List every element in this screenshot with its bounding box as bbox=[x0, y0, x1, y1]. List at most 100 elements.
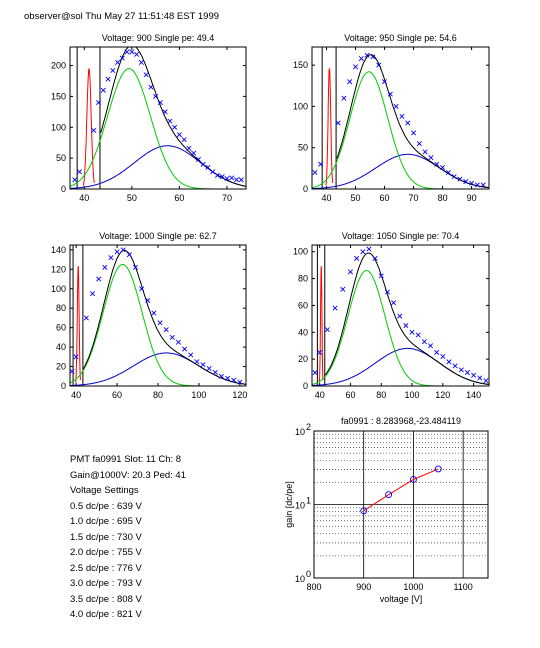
x-tick-label: 50 bbox=[127, 193, 137, 203]
y-tick-label: 80 bbox=[56, 303, 66, 313]
chart-title: Voltage: 900 Single pe: 49.4 bbox=[102, 33, 215, 43]
data-point bbox=[317, 349, 323, 355]
data-point bbox=[194, 359, 200, 365]
data-point bbox=[354, 255, 360, 261]
data-point bbox=[370, 54, 376, 60]
data-point bbox=[405, 120, 411, 126]
x-tick-label: 80 bbox=[376, 390, 386, 400]
data-point bbox=[415, 332, 421, 338]
data-point bbox=[464, 370, 470, 376]
plot-frame bbox=[69, 244, 247, 387]
data-point bbox=[440, 165, 446, 171]
voltage-setting-line: 1.0 dc/pe : 695 V bbox=[70, 516, 142, 527]
data-point bbox=[176, 132, 182, 138]
x-tick-label: 100 bbox=[405, 390, 420, 400]
data-point bbox=[457, 176, 463, 182]
single-pe-curve bbox=[70, 264, 246, 386]
data-point bbox=[126, 252, 132, 258]
data-point bbox=[378, 273, 384, 279]
data-point bbox=[372, 255, 378, 261]
data-point bbox=[225, 375, 231, 381]
data-point bbox=[145, 297, 151, 303]
data-point bbox=[440, 353, 446, 359]
data-point bbox=[218, 373, 224, 379]
data-point bbox=[72, 177, 78, 183]
data-point bbox=[446, 359, 452, 365]
voltage-settings-heading: Voltage Settings bbox=[70, 485, 139, 496]
data-point bbox=[76, 169, 83, 175]
chart-title: Voltage: 950 Single pe: 54.6 bbox=[344, 33, 457, 43]
gain-data-point bbox=[434, 465, 442, 473]
data-point bbox=[471, 372, 477, 378]
data-point bbox=[110, 67, 116, 73]
single-pe-curve bbox=[70, 68, 246, 189]
y-tick-label: 10 bbox=[295, 574, 305, 584]
data-point bbox=[399, 113, 405, 119]
data-point bbox=[409, 329, 415, 335]
data-point bbox=[138, 59, 144, 65]
data-point bbox=[335, 120, 341, 126]
data-point bbox=[219, 174, 225, 180]
plot-frame bbox=[311, 244, 490, 387]
pedestal-curve bbox=[318, 266, 324, 383]
pedestal-curve bbox=[325, 68, 334, 186]
data-point bbox=[458, 367, 464, 373]
y-tick-label: 140 bbox=[51, 245, 66, 255]
data-point bbox=[105, 76, 111, 82]
data-point bbox=[188, 352, 194, 358]
data-point bbox=[353, 64, 359, 70]
data-point bbox=[382, 79, 388, 85]
data-point bbox=[434, 349, 440, 355]
panel-plot-area bbox=[312, 47, 489, 189]
x-tick-label: 60 bbox=[345, 390, 355, 400]
y-tick-exponent: 0 bbox=[306, 569, 311, 579]
data-point bbox=[233, 177, 240, 183]
gain-data-point bbox=[360, 507, 368, 515]
data-point bbox=[172, 124, 178, 130]
fit-panel: Voltage: 950 Single pe: 54.6 40 50 60 70 80 90… bbox=[293, 33, 490, 203]
data-point bbox=[91, 127, 97, 133]
x-tick-label: 40 bbox=[322, 193, 332, 203]
data-point bbox=[83, 315, 89, 321]
y-tick-label: 80 bbox=[298, 274, 308, 284]
data-point bbox=[324, 327, 330, 333]
total-fit-curve bbox=[324, 252, 489, 385]
voltage-setting-line: 4.0 dc/pe : 821 V bbox=[70, 609, 142, 620]
data-point bbox=[483, 378, 489, 384]
data-point bbox=[151, 310, 157, 316]
data-point bbox=[416, 141, 422, 147]
x-tick-label: 100 bbox=[191, 390, 206, 400]
data-point bbox=[200, 161, 206, 167]
multi-pe-curve bbox=[312, 347, 489, 386]
y-tick-label: 120 bbox=[51, 264, 66, 274]
y-tick-label: 100 bbox=[51, 284, 66, 294]
x-tick-label: 80 bbox=[153, 390, 163, 400]
data-point bbox=[115, 59, 121, 65]
plot-frame bbox=[69, 46, 247, 190]
x-tick-label: 1100 bbox=[453, 582, 472, 592]
multi-pe-curve bbox=[70, 352, 246, 386]
x-axis-label: voltage [V] bbox=[380, 594, 423, 604]
data-point bbox=[120, 247, 126, 253]
data-point bbox=[312, 169, 318, 176]
pmt-info-panel: PMT fa0991 Slot: 11 Ch: 8 Gain@1000V: 20… bbox=[70, 452, 186, 623]
y-tick-label: 0 bbox=[61, 381, 66, 391]
gain-data-point bbox=[385, 491, 393, 499]
y-tick-label: 150 bbox=[51, 91, 66, 101]
data-point bbox=[163, 327, 169, 333]
data-point bbox=[238, 177, 244, 183]
x-tick-label: 80 bbox=[438, 193, 448, 203]
single-pe-curve bbox=[312, 71, 489, 189]
data-point bbox=[108, 255, 114, 261]
data-point bbox=[70, 368, 75, 374]
y-tick-label: 50 bbox=[298, 143, 308, 153]
y-tick-exponent: 1 bbox=[306, 496, 311, 506]
data-point bbox=[427, 343, 434, 349]
data-point bbox=[195, 156, 201, 162]
data-point bbox=[360, 249, 366, 255]
data-point bbox=[214, 172, 220, 178]
data-point bbox=[384, 289, 390, 295]
x-tick-label: 120 bbox=[435, 390, 450, 400]
x-tick-label: 140 bbox=[466, 390, 481, 400]
